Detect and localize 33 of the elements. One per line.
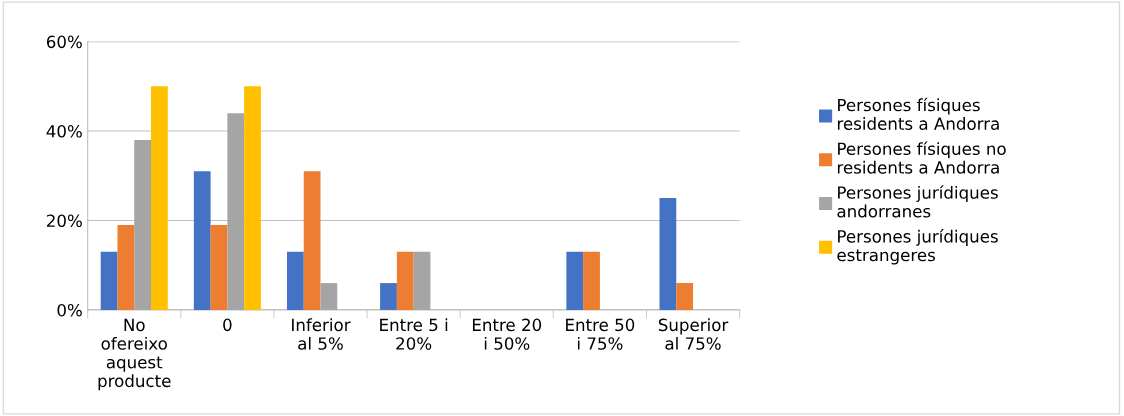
bar (227, 113, 245, 310)
bar (566, 251, 584, 310)
x-tick-label: Superior al 75% (658, 318, 729, 350)
bar (659, 198, 677, 310)
y-tick-label: 0% (57, 303, 82, 317)
bar (380, 283, 397, 310)
bar (210, 224, 228, 310)
legend-label: Persones físiques residents a Andorra (837, 97, 999, 130)
x-tick-label: Entre 50 i 75% (566, 318, 635, 350)
bar (320, 283, 338, 310)
x-tick-label: Entre 20 i 50% (472, 318, 542, 350)
x-tick-label: 0 (223, 318, 232, 332)
bar (583, 251, 600, 310)
bar (676, 283, 694, 310)
bar (396, 251, 414, 310)
y-tick-label: 60% (46, 35, 82, 49)
x-tick-label: Entre 5 i 20% (380, 318, 448, 350)
x-tick-label: No ofereixo aquest producte (98, 318, 171, 391)
x-tick-label: Inferior al 5% (292, 318, 351, 350)
bar (413, 251, 431, 310)
bar (193, 171, 211, 310)
bar (151, 86, 168, 310)
bar (134, 139, 151, 310)
bar (244, 86, 261, 310)
legend-label: Persones jurídiques andorranes (837, 185, 998, 218)
bar (100, 251, 118, 310)
bar (117, 224, 135, 310)
bar (286, 251, 304, 310)
y-tick-label: 20% (46, 214, 82, 228)
bar (303, 171, 321, 310)
y-tick-label: 40% (46, 125, 82, 138)
legend-label: Persones jurídiques estrangeres (837, 229, 998, 265)
legend-label: Persones físiques no residents a Andorra (837, 141, 1006, 174)
